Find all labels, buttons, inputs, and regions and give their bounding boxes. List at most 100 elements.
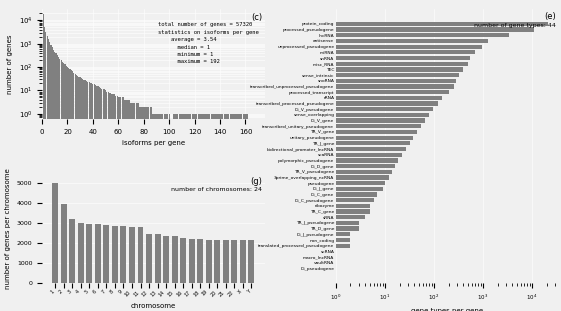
Bar — [65, 64, 66, 311]
Bar — [0, 39, 489, 43]
Bar — [166, 114, 167, 311]
Bar — [0, 221, 359, 225]
Bar — [129, 100, 130, 311]
Text: number of chromosomes: 24: number of chromosomes: 24 — [171, 187, 263, 192]
Bar — [0, 226, 359, 231]
Bar — [126, 100, 127, 311]
Bar — [66, 66, 67, 311]
Bar — [119, 97, 120, 311]
Bar — [0, 96, 443, 100]
Bar — [114, 94, 115, 311]
Bar — [169, 114, 170, 311]
Bar — [0, 193, 377, 197]
Bar — [180, 238, 186, 283]
Bar — [89, 82, 90, 311]
Bar — [236, 114, 242, 311]
Bar — [101, 89, 103, 311]
Bar — [115, 95, 116, 311]
Bar — [157, 114, 158, 311]
Bar — [103, 225, 109, 283]
Bar — [112, 226, 118, 283]
Bar — [249, 240, 255, 283]
Bar — [0, 44, 482, 49]
Bar — [132, 103, 133, 311]
Bar — [0, 101, 438, 106]
Bar — [151, 107, 152, 311]
Bar — [0, 158, 398, 163]
Bar — [72, 72, 73, 311]
Bar — [0, 136, 412, 140]
Bar — [0, 50, 475, 54]
Bar — [165, 114, 166, 311]
Bar — [127, 100, 128, 311]
Bar — [95, 85, 96, 311]
Bar — [128, 100, 129, 311]
Bar — [0, 33, 509, 37]
Bar — [172, 236, 178, 283]
Bar — [0, 141, 410, 146]
Bar — [105, 91, 106, 311]
Bar — [0, 164, 395, 168]
Bar — [77, 76, 78, 311]
X-axis label: chromosome: chromosome — [131, 303, 176, 309]
Bar — [122, 97, 123, 311]
Y-axis label: number of genes per chromosome: number of genes per chromosome — [5, 168, 11, 289]
Bar — [198, 114, 204, 311]
Bar — [214, 240, 220, 283]
Bar — [173, 114, 178, 311]
Bar — [148, 107, 149, 311]
Bar — [93, 84, 94, 311]
Bar — [0, 73, 459, 77]
Bar — [223, 240, 229, 283]
Text: (e): (e) — [544, 12, 556, 21]
Bar — [45, 32, 47, 311]
Bar — [75, 74, 76, 311]
Bar — [133, 103, 134, 311]
Bar — [124, 100, 125, 311]
Bar — [146, 234, 152, 283]
Bar — [142, 107, 143, 311]
Bar — [104, 90, 105, 311]
Bar — [150, 107, 151, 311]
Bar — [100, 88, 101, 311]
Bar — [113, 94, 114, 311]
Bar — [139, 107, 141, 311]
Bar — [121, 226, 126, 283]
Bar — [129, 227, 135, 283]
Bar — [84, 80, 85, 311]
Bar — [0, 175, 389, 179]
Bar — [147, 107, 148, 311]
Bar — [143, 107, 144, 311]
Bar — [62, 62, 63, 311]
Bar — [0, 204, 370, 208]
Bar — [240, 240, 246, 283]
Bar — [0, 22, 548, 26]
Bar — [0, 238, 351, 242]
Bar — [86, 224, 93, 283]
Bar — [152, 114, 153, 311]
Text: (g): (g) — [250, 177, 263, 186]
Bar — [211, 114, 217, 311]
Bar — [179, 114, 185, 311]
Bar — [118, 97, 119, 311]
Bar — [58, 57, 59, 311]
Bar — [0, 56, 471, 60]
Bar — [48, 39, 49, 311]
Bar — [134, 103, 135, 311]
Bar — [88, 82, 89, 311]
Bar — [81, 78, 82, 311]
Bar — [0, 261, 335, 265]
Bar — [108, 91, 109, 311]
Bar — [94, 85, 95, 311]
Bar — [0, 124, 421, 128]
Bar — [163, 236, 169, 283]
Bar — [56, 53, 57, 311]
X-axis label: isoforms per gene: isoforms per gene — [122, 140, 185, 146]
Bar — [78, 223, 84, 283]
Bar — [109, 93, 110, 311]
Bar — [146, 107, 147, 311]
Bar — [103, 90, 104, 311]
Bar — [70, 69, 71, 311]
Bar — [162, 114, 163, 311]
Bar — [136, 103, 137, 311]
